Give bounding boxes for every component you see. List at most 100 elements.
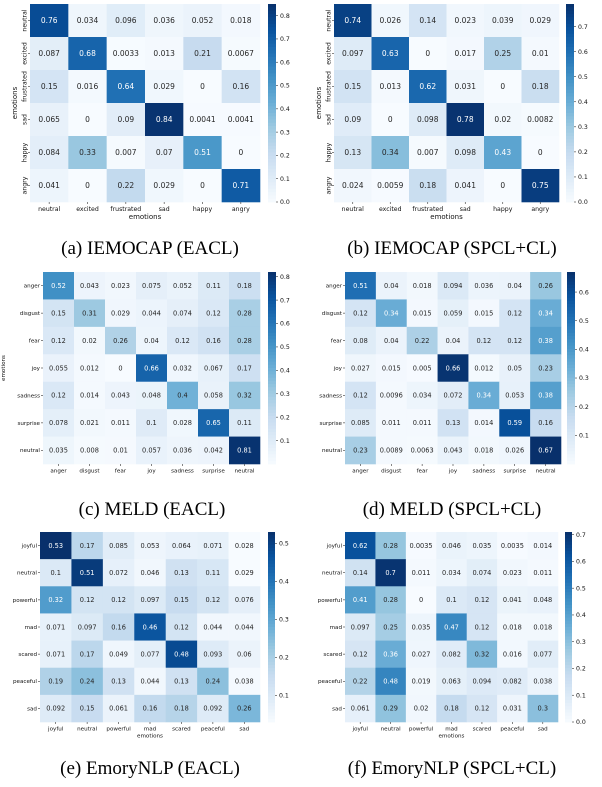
- heatmap-cell: [375, 667, 407, 696]
- y-tick-label: disgust: [322, 311, 343, 317]
- heatmap-cell: [221, 4, 261, 38]
- cell-value-label: 0.077: [141, 650, 160, 658]
- y-tick-label: surprise: [17, 421, 40, 427]
- colorbar-segment: [566, 93, 574, 97]
- colorbar-segment: [566, 109, 574, 114]
- colorbar-segment: [567, 345, 575, 350]
- heatmap-cell: [406, 272, 438, 300]
- colorbar-segment: [566, 99, 574, 104]
- cell-value-label: 0.41: [353, 596, 368, 604]
- colorbar-tick-label: 0.4: [279, 579, 289, 586]
- colorbar-segment: [268, 281, 276, 286]
- heatmap-cell: [229, 436, 261, 465]
- x-tick-label: peaceful: [201, 727, 225, 733]
- heatmap-cell: [221, 37, 261, 71]
- colorbar-tick-label: 0.7: [280, 36, 290, 43]
- heatmap-cell: [105, 299, 137, 328]
- heatmap-cell: [165, 640, 198, 669]
- colorbar-segment: [268, 541, 275, 546]
- cell-value-label: 0.087: [38, 49, 60, 58]
- cell-value-label: 0.053: [505, 392, 524, 400]
- cell-value-label: 0.012: [474, 364, 493, 372]
- cell-value-label: 0.0082: [527, 115, 553, 124]
- colorbar-segment: [268, 573, 275, 577]
- cell-value-label: 0.12: [353, 650, 368, 658]
- colorbar-segment: [268, 336, 276, 340]
- cell-value-label: 0.04: [144, 337, 159, 345]
- colorbar-segment: [567, 387, 575, 391]
- heatmap-cell: [197, 694, 229, 723]
- colorbar-segment: [268, 70, 276, 74]
- colorbar-segment: [268, 400, 276, 404]
- x-tick-label: happy: [193, 206, 213, 213]
- heatmap-cell: [371, 70, 410, 104]
- colorbar-segment: [567, 329, 575, 334]
- heatmap-cell: [167, 409, 199, 437]
- cell-value-label: 0.09: [117, 115, 134, 124]
- heatmap-cell: [145, 37, 184, 71]
- cell-value-label: 0.11: [206, 282, 221, 290]
- cell-value-label: 0.077: [533, 650, 552, 658]
- heatmap-cell: [497, 613, 528, 641]
- cell-value-label: 0.28: [237, 309, 252, 317]
- cell-value-label: 0.12: [477, 337, 492, 345]
- cell-value-label: 0.036: [474, 282, 493, 290]
- heatmap-cell: [105, 272, 137, 300]
- cell-value-label: 0.64: [117, 82, 134, 91]
- colorbar-segment: [566, 30, 574, 35]
- x-tick-label: joyful: [352, 727, 369, 733]
- colorbar-tick-label: 0.4: [578, 99, 588, 106]
- colorbar-segment: [268, 182, 276, 186]
- colorbar-segment: [567, 454, 575, 458]
- colorbar-segment: [567, 275, 575, 279]
- colorbar-segment: [566, 132, 574, 137]
- colorbar-segment: [268, 86, 276, 91]
- cell-value-label: 0.092: [203, 705, 222, 713]
- colorbar-segment: [566, 145, 574, 150]
- colorbar-segment: [268, 551, 275, 555]
- heatmap-cell: [437, 326, 469, 355]
- cell-value-label: 0.36: [383, 650, 398, 658]
- heatmap-cell: [71, 613, 104, 641]
- colorbar-segment: [268, 339, 276, 343]
- y-tick-label: excited: [22, 42, 29, 65]
- cell-value-label: 0.011: [413, 419, 432, 427]
- colorbar-segment: [268, 419, 276, 423]
- y-tick-label: sadness: [319, 393, 342, 399]
- heatmap-cell: [106, 37, 146, 71]
- colorbar-segment: [566, 106, 574, 110]
- colorbar-segment: [565, 642, 572, 647]
- cell-value-label: 0.51: [194, 148, 211, 157]
- cell-value-label: 0: [388, 115, 393, 124]
- colorbar-segment: [268, 76, 276, 81]
- cell-value-label: 0.67: [538, 447, 553, 455]
- colorbar-segment: [567, 284, 575, 289]
- heatmap-cell: [405, 613, 437, 641]
- colorbar-tick-label: 0.8: [280, 13, 290, 20]
- heatmap-cell: [183, 4, 222, 38]
- heatmap-cell: [40, 640, 72, 669]
- cell-value-label: 0.12: [51, 392, 66, 400]
- heatmap-cell: [197, 613, 229, 641]
- heatmap-cell: [68, 37, 107, 71]
- colorbar-segment: [268, 595, 275, 599]
- x-tick-label: sadness: [472, 469, 495, 475]
- heatmap-cell: [468, 436, 500, 465]
- colorbar-segment: [268, 611, 275, 615]
- y-tick-label: frustrated: [326, 71, 333, 102]
- heatmap-cell: [43, 381, 75, 410]
- cell-value-label: 0.38: [538, 392, 553, 400]
- heatmap-cell: [165, 694, 198, 723]
- cell-value-label: 0.094: [444, 282, 463, 290]
- heatmap-cell: [74, 436, 106, 465]
- cell-value-label: 0.097: [141, 596, 160, 604]
- cell-value-label: 0.075: [142, 282, 161, 290]
- colorbar-segment: [566, 20, 574, 25]
- cell-value-label: 0.023: [111, 282, 130, 290]
- colorbar-segment: [268, 297, 276, 302]
- cell-value-label: 0.02: [414, 705, 429, 713]
- cell-value-label: 0.15: [344, 82, 361, 91]
- colorbar-segment: [566, 119, 574, 124]
- colorbar-segment: [567, 400, 575, 404]
- heatmap-cell: [530, 354, 562, 383]
